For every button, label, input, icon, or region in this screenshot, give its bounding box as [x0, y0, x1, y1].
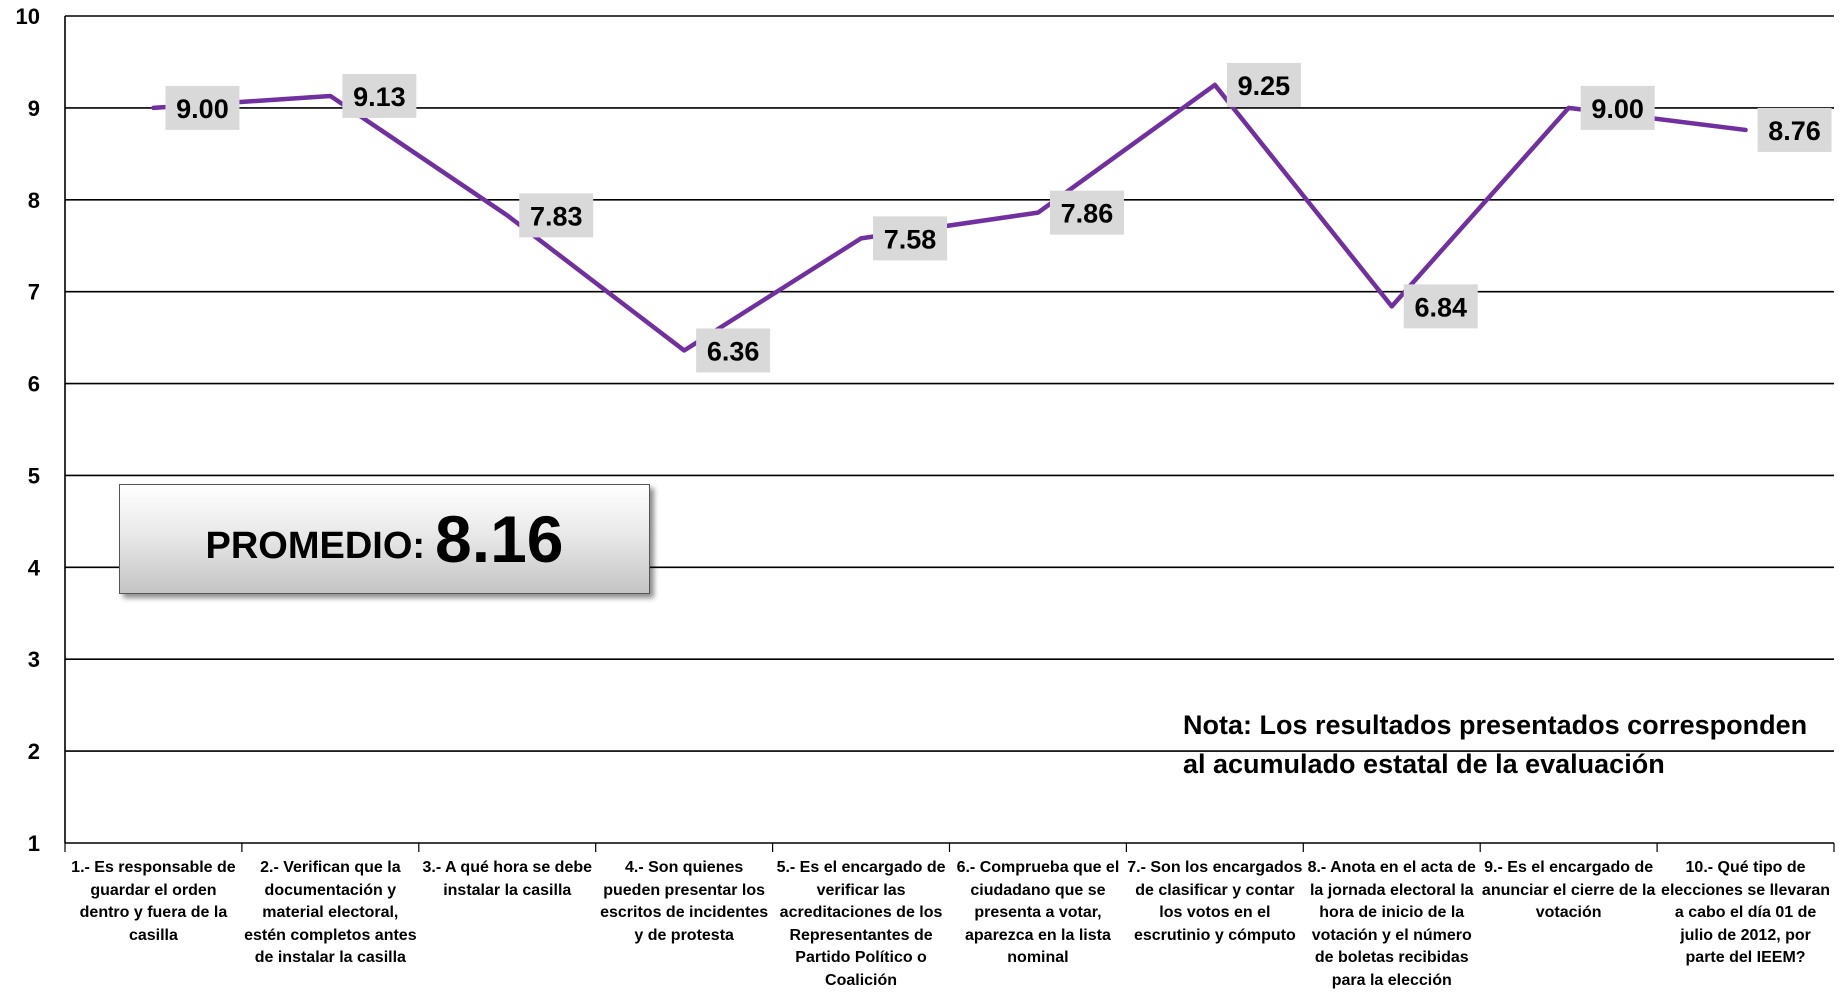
note-line-1: Nota: Los resultados presentados corresp…: [1183, 706, 1833, 745]
x-category-label-line: verificar las: [773, 880, 949, 903]
x-category-label-line: nominal: [950, 947, 1126, 970]
x-category-label-line: hora de inicio de la: [1304, 902, 1480, 925]
x-category-label-line: votación y el número: [1304, 925, 1480, 948]
promedio-label: PROMEDIO:: [205, 525, 425, 568]
y-tick-label: 6: [28, 372, 40, 397]
x-category-label-line: julio de 2012, por: [1658, 925, 1834, 948]
data-label-text: 9.25: [1238, 71, 1291, 101]
x-category-label-line: guardar el orden: [65, 880, 241, 903]
y-tick-label: 2: [28, 739, 40, 764]
promedio-box: PROMEDIO: 8.16: [119, 484, 650, 594]
x-category-label-line: presenta a votar,: [950, 902, 1126, 925]
x-category-label-line: documentación y: [242, 880, 418, 903]
x-category-label-line: la jornada electoral la: [1304, 880, 1480, 903]
data-label-text: 9.00: [176, 94, 229, 124]
x-category-label-line: elecciones se llevaran: [1658, 880, 1834, 903]
y-tick-label: 9: [28, 96, 40, 121]
x-category-label-line: ciudadano que se: [950, 880, 1126, 903]
y-tick-label: 10: [16, 4, 40, 29]
x-category-label-line: de clasificar y contar: [1127, 880, 1303, 903]
x-category-label-line: pueden presentar los: [596, 880, 772, 903]
data-label: 9.00: [165, 86, 239, 130]
x-category-label-line: dentro y fuera de la: [65, 902, 241, 925]
promedio-value: 8.16: [435, 501, 563, 577]
y-axis-ticks: 1 2 3 4 5 6 7 8 9 10: [16, 4, 41, 856]
data-label-text: 7.83: [530, 201, 583, 231]
x-axis-ticks: [65, 843, 1834, 852]
x-category-label-line: 9.- Es el encargado de: [1481, 857, 1657, 880]
x-category-label-line: 3.- A qué hora se debe: [419, 857, 595, 880]
data-label: 7.86: [1050, 191, 1124, 235]
x-category-label-line: a cabo el día 01 de: [1658, 902, 1834, 925]
x-category-label-line: 10.- Qué tipo de: [1658, 857, 1834, 880]
x-category-label-line: los votos en el: [1127, 902, 1303, 925]
y-tick-label: 7: [28, 280, 40, 305]
x-category-label-line: 4.- Son quienes: [596, 857, 772, 880]
x-category-label-line: 8.- Anota en el acta de: [1304, 857, 1480, 880]
y-tick-label: 4: [28, 555, 41, 580]
x-category-label-line: parte del IEEM?: [1658, 947, 1834, 970]
x-category-label-line: 7.- Son los encargados: [1127, 857, 1303, 880]
x-category-label-line: 5.- Es el encargado de: [773, 857, 949, 880]
x-category-label-line: acreditaciones de los: [773, 902, 949, 925]
data-label-text: 8.76: [1768, 116, 1821, 146]
x-category-label-line: material electoral,: [242, 902, 418, 925]
x-category-label-line: aparezca en la lista: [950, 925, 1126, 948]
x-category-label-line: de boletas recibidas: [1304, 947, 1480, 970]
data-label: 8.76: [1758, 108, 1832, 152]
y-tick-label: 5: [28, 463, 40, 488]
data-label-text: 9.13: [353, 82, 406, 112]
series-line: [153, 85, 1745, 351]
data-label: 6.36: [696, 328, 770, 372]
data-label-text: 6.84: [1414, 292, 1467, 322]
data-label: 9.25: [1227, 63, 1301, 107]
data-label: 6.84: [1404, 284, 1478, 328]
x-category-label-line: 2.- Verifican que la: [242, 857, 418, 880]
data-label: 9.00: [1581, 86, 1655, 130]
x-category-label-line: de instalar la casilla: [242, 947, 418, 970]
data-label-text: 9.00: [1591, 94, 1644, 124]
data-label-text: 7.58: [884, 224, 937, 254]
y-tick-label: 3: [28, 647, 40, 672]
x-category-label-line: anunciar el cierre de la: [1481, 880, 1657, 903]
y-tick-label: 8: [28, 188, 40, 213]
x-category-label-line: 6.- Comprueba que el: [950, 857, 1126, 880]
x-category-label-line: votación: [1481, 902, 1657, 925]
data-label: 7.83: [519, 193, 593, 237]
x-category-label-line: escritos de incidentes: [596, 902, 772, 925]
x-category-label-line: y de protesta: [596, 925, 772, 948]
y-tick-label: 1: [28, 831, 40, 856]
x-category-label-line: 1.- Es responsable de: [65, 857, 241, 880]
note-line-2: al acumulado estatal de la evaluación: [1183, 745, 1833, 784]
data-label: 9.13: [342, 74, 416, 118]
data-label-text: 6.36: [707, 336, 760, 366]
x-category-label-line: Representantes de: [773, 925, 949, 948]
note-text: Nota: Los resultados presentados corresp…: [1183, 706, 1833, 784]
x-category-label-line: instalar la casilla: [419, 880, 595, 903]
x-category-label-line: estén completos antes: [242, 925, 418, 948]
data-label: 7.58: [873, 216, 947, 260]
x-category-label-line: Partido Político o: [773, 947, 949, 970]
x-category-label-line: escrutinio y cómputo: [1127, 925, 1303, 948]
x-category-label-line: casilla: [65, 925, 241, 948]
data-label-text: 7.86: [1061, 199, 1114, 229]
